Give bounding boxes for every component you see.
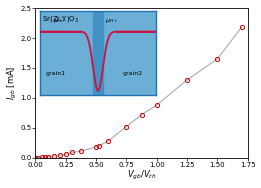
X-axis label: $V_{gb}/V_{th}$: $V_{gb}/V_{th}$ bbox=[127, 169, 156, 182]
Y-axis label: $I_{gb}$ [mA]: $I_{gb}$ [mA] bbox=[5, 66, 19, 100]
